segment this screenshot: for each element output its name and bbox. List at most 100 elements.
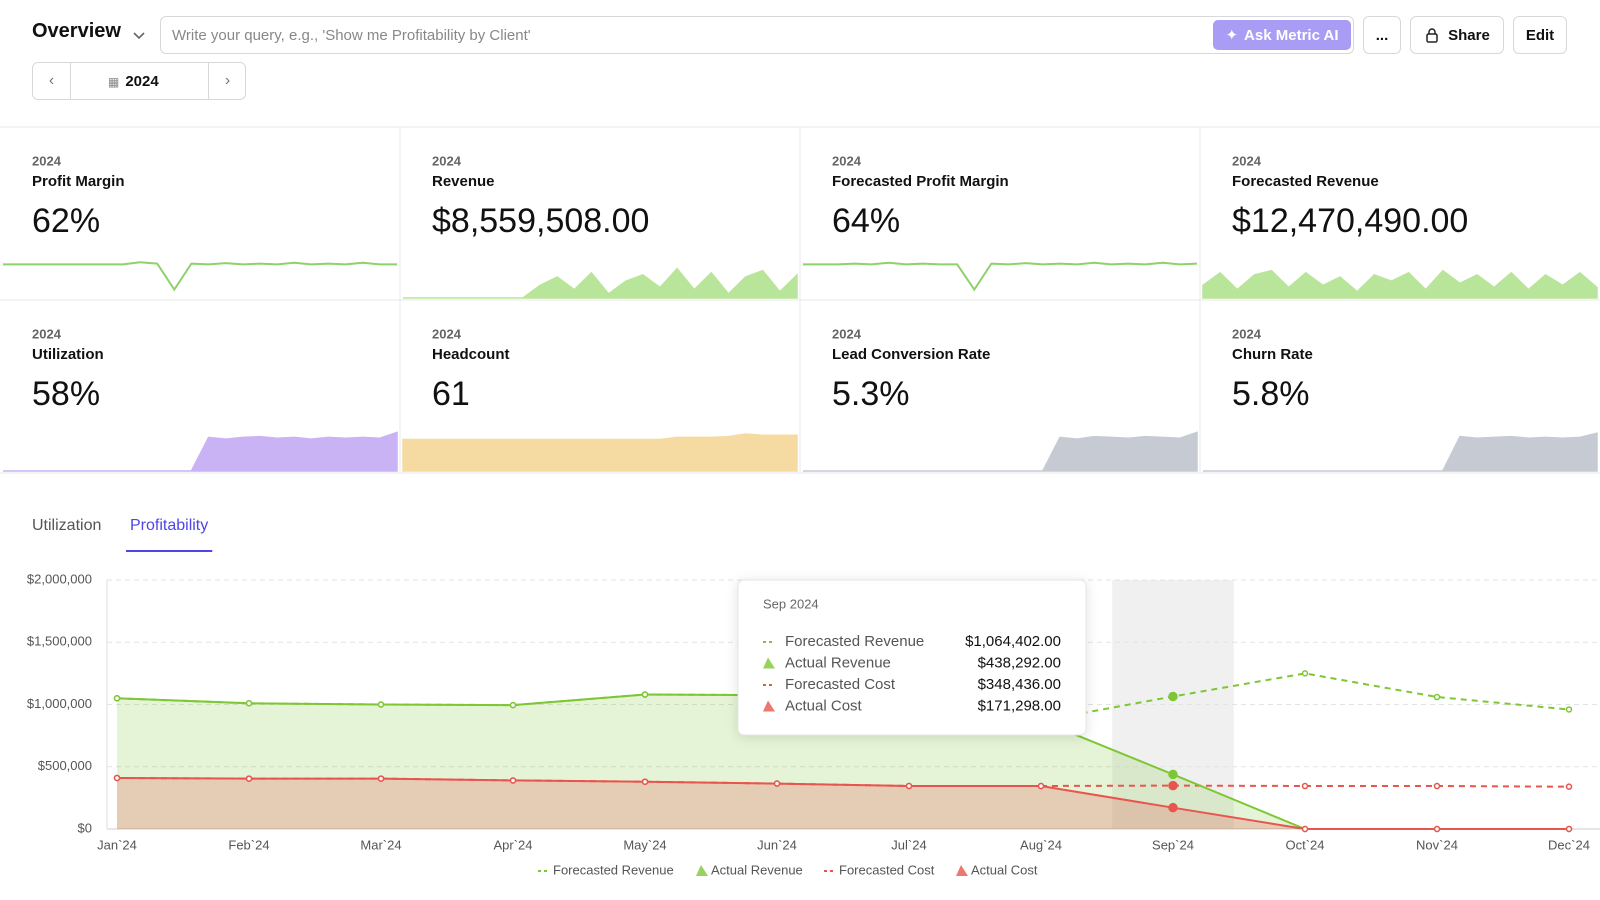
legend-label[interactable]: Actual Revenue [711,862,803,877]
tooltip: Sep 2024 Forecasted Revenue $1,064,402.00 A… [737,579,1087,736]
kpi-period: 2024 [1232,326,1262,341]
share-button[interactable]: Share [1410,16,1504,54]
kpi-period: 2024 [832,326,862,341]
tooltip-value: $1,064,402.00 [965,633,1061,650]
calendar-icon: ▦ [108,75,120,89]
more-button[interactable]: ... [1363,16,1401,54]
kpi-period: 2024 [32,153,62,168]
tooltip-series: Actual Revenue [785,654,891,671]
point [377,701,385,708]
kpi-value: 5.3% [832,375,910,413]
query-input[interactable]: Write your query, e.g., 'Show me Profita… [160,16,1354,54]
point [1168,769,1178,780]
kpi-period: 2024 [32,326,62,341]
sparkline-line [803,261,1198,292]
kpi-name: Churn Rate [1232,346,1313,363]
y-tick-label: $1,500,000 [27,634,92,649]
point [1433,825,1441,833]
point [1565,783,1573,790]
year[interactable]: ▦ 2024 [108,73,159,90]
y-tick-label: $2,000,000 [27,571,92,586]
point [641,778,649,785]
sparkline-area [403,267,798,299]
point [509,701,517,709]
ask-ai-button[interactable]: ✦ Ask Metric AI [1213,20,1351,50]
ask-label: Ask Metric AI [1244,26,1339,44]
lock-icon [1426,28,1438,43]
tab[interactable]: Utilization [32,517,101,534]
x-tick-label: Aug`24 [1020,837,1062,852]
next-year[interactable]: › [208,63,246,99]
legend-icon [763,657,775,669]
legend-icon [763,700,775,712]
tooltip-value: $438,292.00 [978,654,1061,671]
chevron[interactable] [132,28,146,42]
kpi-name: Forecasted Revenue [1232,173,1379,190]
legend-label[interactable]: Forecasted Cost [839,862,935,877]
point [773,780,781,787]
kpi-value: 62% [32,202,100,240]
y-tick-label: $1,000,000 [27,696,92,711]
point [1301,670,1309,677]
kpi-value: 58% [32,375,100,413]
point [377,775,385,782]
kpi-name: Profit Margin [32,173,125,190]
edit-button[interactable]: Edit [1513,16,1567,54]
x-tick-label: Sep`24 [1152,837,1194,852]
point [641,691,649,698]
point [509,777,517,784]
sparkline-area [803,431,1198,472]
sparkline-area [1202,269,1598,299]
kpi-period: 2024 [432,326,462,341]
year-label: 2024 [125,73,159,90]
placeholder: Write your query, e.g., 'Show me Profita… [172,27,531,44]
area [117,778,1569,829]
sparkline-area [1203,432,1598,472]
point [245,775,253,782]
tooltip-series: Actual Cost [785,697,863,714]
point [1168,780,1178,791]
legend-icon [696,865,708,876]
tooltip-value: $348,436.00 [978,676,1061,693]
sparkline-area [3,431,398,472]
x-tick-label: Mar`24 [360,837,401,852]
kpi-period: 2024 [1232,153,1262,168]
share-label: Share [1448,26,1490,44]
x-tick-label: May`24 [623,837,666,852]
point [113,695,121,702]
x-tick-label: Nov`24 [1416,837,1458,852]
point [113,774,121,782]
kpi-name: Utilization [32,346,104,363]
legend-label[interactable]: Actual Cost [971,862,1038,877]
x-tick-label: Oct`24 [1285,837,1324,852]
point [1168,802,1178,813]
point [1168,691,1178,702]
kpi-period: 2024 [432,153,462,168]
sparkle-icon: ✦ [1225,27,1239,44]
kpi-name: Headcount [432,346,510,363]
point [905,782,913,790]
legend-label[interactable]: Forecasted Revenue [553,862,674,877]
kpi-value: 64% [832,202,900,240]
prev-year[interactable]: ‹ [33,63,71,99]
line [116,777,1569,830]
tab[interactable]: Profitability [130,517,208,534]
x-tick-label: Apr`24 [493,837,532,852]
kpi-period: 2024 [832,153,862,168]
x-tick-label: Dec`24 [1548,837,1590,852]
point [1037,782,1045,790]
kpi-value: $12,470,490.00 [1232,202,1468,240]
tooltip-series: Forecasted Revenue [785,633,924,650]
kpi-value: $8,559,508.00 [432,202,649,240]
x-tick-label: Jul`24 [891,837,926,852]
tooltip-value: $171,298.00 [978,697,1061,714]
page-title[interactable]: Overview [32,20,121,42]
x-tick-label: Feb`24 [228,837,269,852]
point [1565,825,1573,833]
point [1301,782,1309,790]
point [1301,825,1309,833]
kpi-value: 5.8% [1232,375,1310,413]
point [1433,782,1441,790]
